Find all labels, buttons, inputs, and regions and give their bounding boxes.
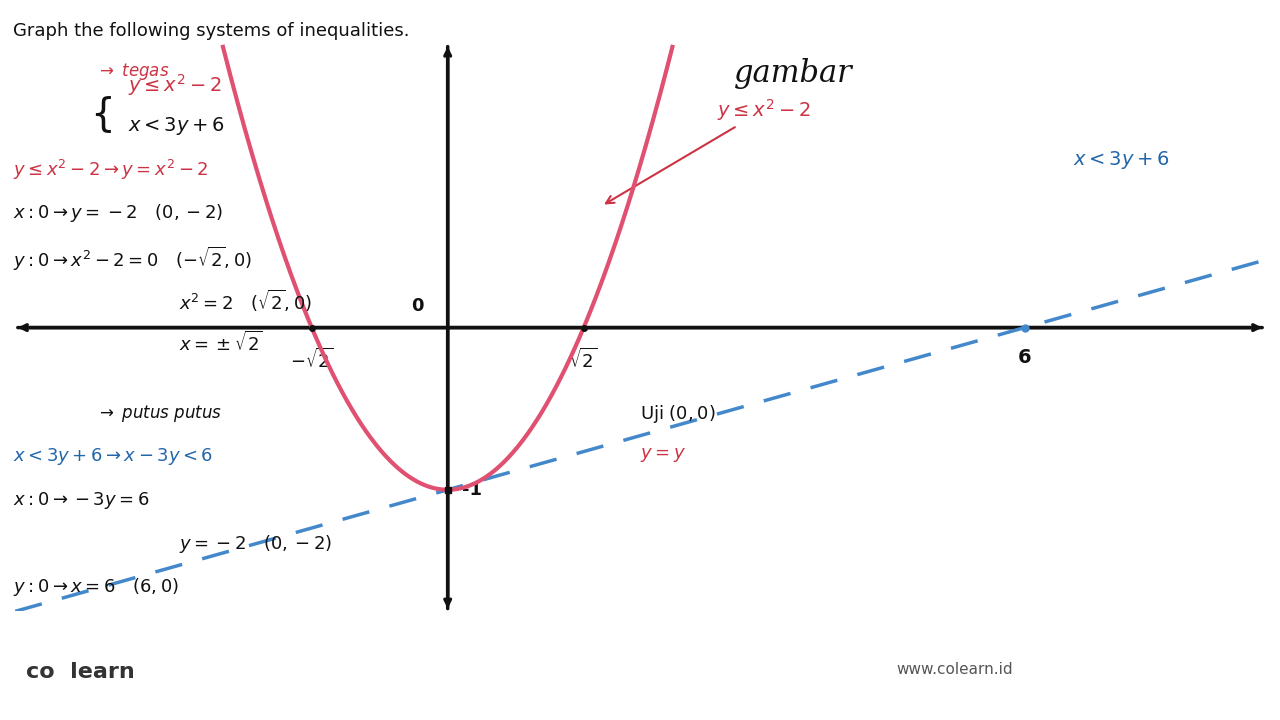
- Text: gambar: gambar: [735, 58, 852, 89]
- Text: $\rightarrow$ tegas: $\rightarrow$ tegas: [96, 61, 169, 82]
- Text: Graph the following systems of inequalities.: Graph the following systems of inequalit…: [13, 22, 410, 40]
- Text: www.colearn.id: www.colearn.id: [896, 662, 1012, 678]
- Text: $x: 0 \rightarrow y = -2 \quad (0, -2)$: $x: 0 \rightarrow y = -2 \quad (0, -2)$: [13, 202, 223, 224]
- Text: $\{$: $\{$: [90, 94, 111, 135]
- Text: $x < 3y + 6 \rightarrow x - 3y < 6$: $x < 3y + 6 \rightarrow x - 3y < 6$: [13, 446, 212, 467]
- Text: -1: -1: [462, 481, 483, 499]
- Text: $y: 0 \rightarrow x = 6 \quad (6, 0)$: $y: 0 \rightarrow x = 6 \quad (6, 0)$: [13, 576, 179, 598]
- Text: co  learn: co learn: [26, 662, 134, 683]
- Text: $-\sqrt{2}$: $-\sqrt{2}$: [291, 348, 334, 372]
- Text: $x^2 = 2 \quad (\sqrt{2}, 0)$: $x^2 = 2 \quad (\sqrt{2}, 0)$: [179, 288, 312, 314]
- Text: Uji $(0, 0)$: Uji $(0, 0)$: [640, 403, 716, 426]
- Text: $y \leq x^2 - 2 \rightarrow y = x^2 - 2$: $y \leq x^2 - 2 \rightarrow y = x^2 - 2$: [13, 158, 209, 182]
- Text: 0: 0: [411, 297, 424, 315]
- Text: $\rightarrow$ putus putus: $\rightarrow$ putus putus: [96, 403, 223, 424]
- Text: $y = -2 \quad (0, -2)$: $y = -2 \quad (0, -2)$: [179, 533, 333, 555]
- Text: $y: 0 \rightarrow x^2 - 2 = 0 \quad (-\sqrt{2}, 0)$: $y: 0 \rightarrow x^2 - 2 = 0 \quad (-\s…: [13, 245, 252, 273]
- Text: $y \leq x^2 - 2$: $y \leq x^2 - 2$: [128, 72, 221, 98]
- Text: $x = \pm\sqrt{2}$: $x = \pm\sqrt{2}$: [179, 331, 262, 356]
- Text: 6: 6: [1018, 348, 1032, 367]
- Text: $y = y$: $y = y$: [640, 446, 686, 464]
- Text: $x < 3y+6$: $x < 3y+6$: [1073, 150, 1170, 171]
- Text: $x: 0 \rightarrow -3y = 6$: $x: 0 \rightarrow -3y = 6$: [13, 490, 148, 510]
- Text: $y \leq x^2-2$: $y \leq x^2-2$: [605, 97, 810, 203]
- Text: $\sqrt{2}$: $\sqrt{2}$: [570, 348, 598, 372]
- Text: $x < 3y + 6$: $x < 3y + 6$: [128, 115, 225, 138]
